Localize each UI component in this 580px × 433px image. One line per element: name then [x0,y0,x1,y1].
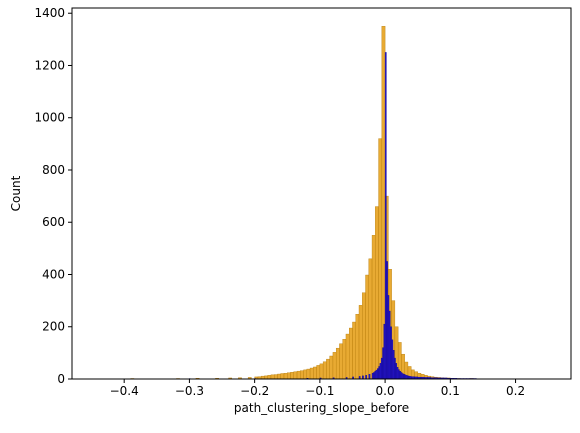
histogram-bar-series-0-bin-27 [313,366,317,380]
histogram-bar-series-0-bin-34 [335,347,340,380]
histogram-bar-series-1-bin-37 [405,375,408,380]
y-tick-label: 800 [42,163,65,177]
y-tick-label: 1400 [34,6,65,20]
y-tick-label: 200 [42,320,65,334]
histogram-bar-series-1-bin-20 [383,323,386,380]
x-tick-label: 0.1 [441,384,460,398]
histogram-bar-series-1-bin-33 [400,372,403,380]
histogram-bar-series-0-bin-23 [300,370,304,380]
y-tick-label: 400 [42,267,65,281]
histogram-bar-series-1-bin-26 [391,339,394,380]
histogram-bar-series-0-bin-37 [345,333,350,380]
histogram-bar-series-0-bin-16 [277,373,281,380]
histogram-bar-series-0-bin-15 [274,374,278,380]
histogram-bar-series-1-bin-18 [380,357,383,380]
histogram-bar-series-1-bin-10 [368,374,371,380]
x-tick-label: 0.0 [376,384,395,398]
histogram-bar-series-0-bin-41 [358,305,363,380]
histogram-bar-series-1-bin-24 [388,310,391,380]
histogram-bar-series-1-bin-15 [377,368,379,380]
histogram-bar-series-0-bin-30 [322,361,327,380]
histogram-bar-series-0-bin-45 [371,235,376,380]
histogram-bar-series-0-bin-35 [339,343,343,380]
histogram-bar-series-1-bin-31 [397,369,400,380]
histogram-bar-series-0-bin-22 [296,370,301,380]
histogram-bar-series-0-bin-25 [306,368,311,380]
histogram-bar-series-0-bin-43 [365,274,369,380]
y-tick-label: 1000 [34,111,65,125]
histogram-bar-series-0-bin-39 [352,321,356,380]
y-tick-label: 600 [42,215,65,229]
histogram-bar-series-1-bin-29 [395,363,398,380]
histogram-bar-series-0-bin-32 [329,355,334,380]
x-axis-ticks: −0.4 −0.3 −0.2 −0.1 0.0 0.1 0.2 [110,379,525,398]
y-axis-ticks: 0 200 400 600 800 1000 1200 1400 [34,6,72,386]
histogram-bar-series-1-bin-9 [365,375,368,380]
axes-frame [71,7,572,380]
histogram-bar-series-0-bin-47 [378,138,383,380]
histogram-bar-series-0-bin-18 [283,373,288,380]
y-tick-label: 1200 [34,58,65,72]
histogram-bar-series-0-bin-29 [319,363,324,380]
histogram-bar-series-0-bin-21 [293,371,298,380]
histogram-bar-series-0-bin-31 [326,358,330,380]
x-tick-label: −0.2 [240,384,269,398]
histogram-bar-series-0-bin-40 [355,314,360,380]
histogram-bar-series-0-bin-36 [342,339,347,380]
y-tick-label: 0 [57,372,65,386]
histogram-bar-series-0-bin-46 [375,206,379,380]
x-axis-label: path_clustering_slope_before [234,401,409,415]
bars-layer [84,26,520,380]
histogram-bar-series-0-bin-24 [303,369,308,380]
histogram-bar-series-0-bin-42 [362,292,366,380]
x-tick-label: −0.1 [305,384,334,398]
histogram-bar-series-0-bin-26 [309,367,314,380]
x-tick-label: −0.3 [175,384,204,398]
x-tick-label: 0.2 [506,384,525,398]
histogram-bar-series-0-bin-20 [290,372,294,380]
histogram-bar-series-1-bin-13 [374,370,377,380]
histogram-bar-series-0-bin-14 [270,374,275,380]
histogram-bar-series-1-bin-22 [386,261,388,380]
histogram-bar-series-0-bin-17 [280,373,285,380]
histogram-bar-series-0-bin-19 [287,372,291,380]
histogram-bar-series-0-bin-44 [368,258,373,380]
histogram-bar-series-1-bin-11 [371,373,374,380]
y-axis-label: Count [9,175,23,211]
histogram-bar-series-0-bin-33 [332,352,337,380]
histogram-bar-series-0-bin-38 [349,327,353,380]
x-tick-label: −0.4 [110,384,139,398]
histogram-bar-series-0-bin-13 [267,375,272,380]
histogram-bar-series-0-bin-28 [316,365,321,380]
histogram-bar-series-1-bin-35 [403,374,405,380]
